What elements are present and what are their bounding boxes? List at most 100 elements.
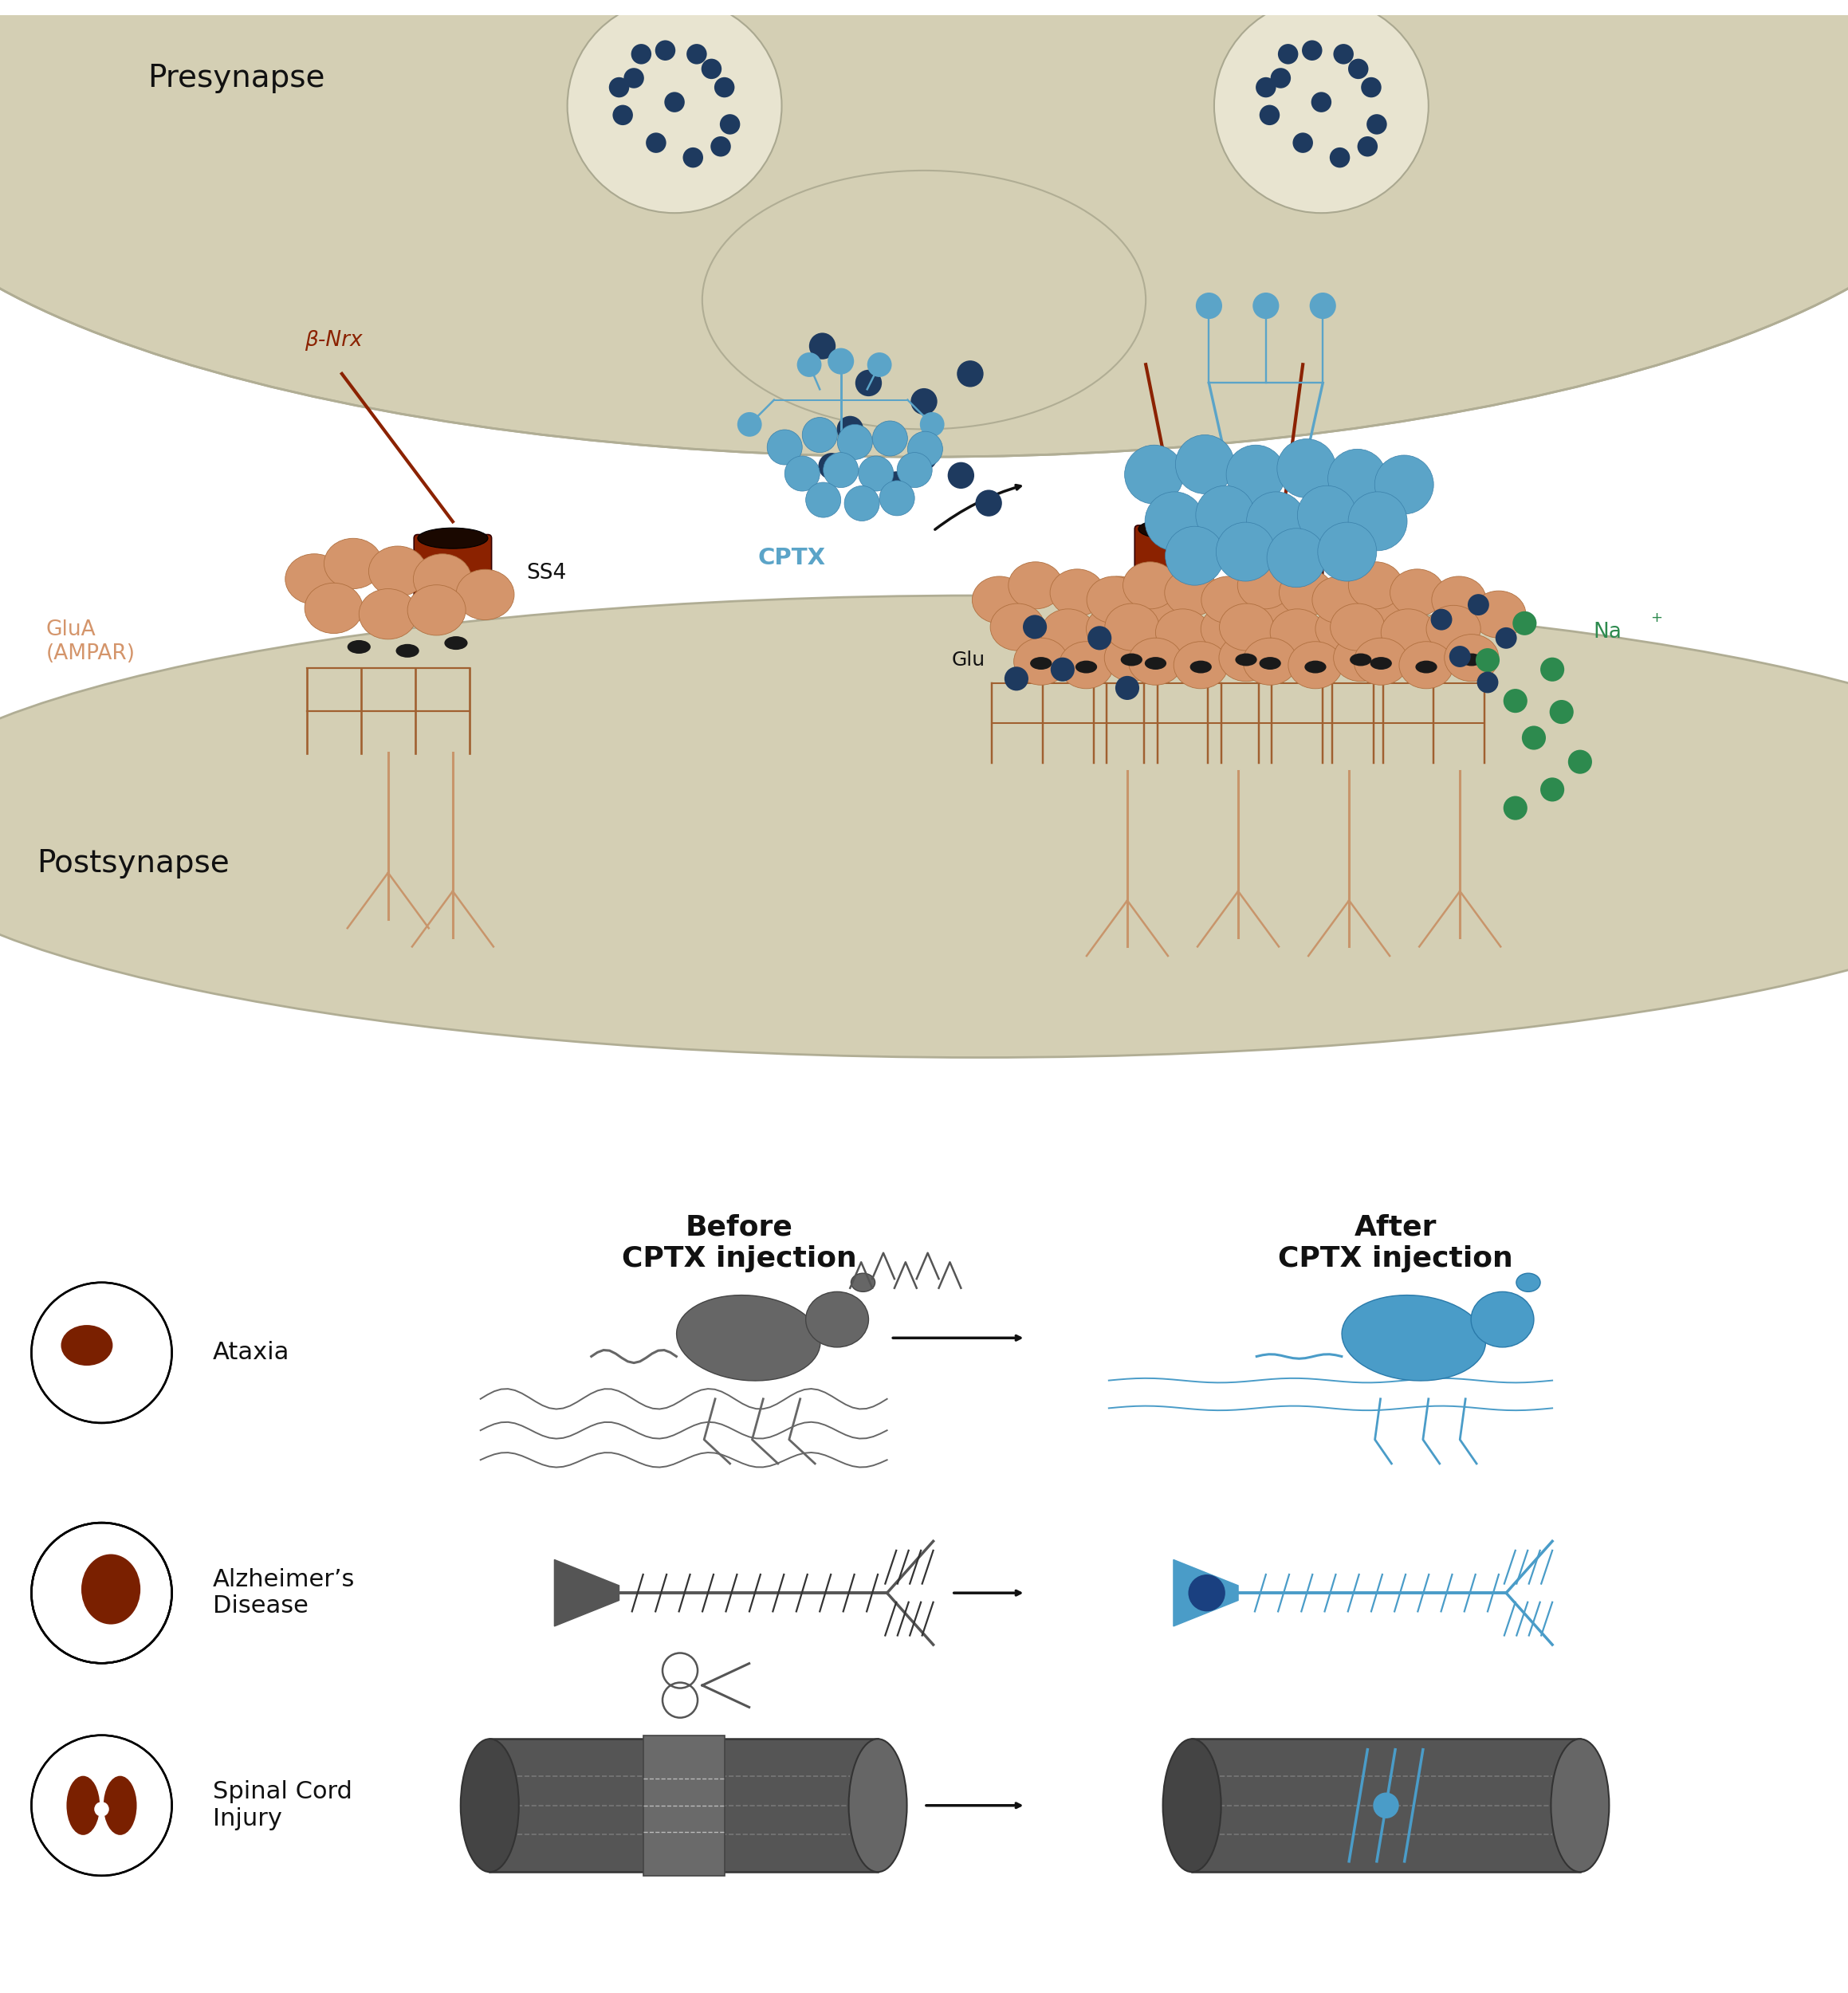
Ellipse shape xyxy=(676,1295,821,1381)
Ellipse shape xyxy=(1234,654,1257,666)
Ellipse shape xyxy=(1201,576,1255,624)
Ellipse shape xyxy=(1445,634,1499,682)
Ellipse shape xyxy=(1360,590,1416,638)
Circle shape xyxy=(845,486,880,520)
Text: β-Nrx: β-Nrx xyxy=(305,331,362,351)
Circle shape xyxy=(1549,700,1574,723)
Circle shape xyxy=(610,78,630,98)
Ellipse shape xyxy=(1550,1740,1610,1871)
Circle shape xyxy=(1277,438,1336,498)
Circle shape xyxy=(31,1736,172,1875)
Text: Spinal Cord
Injury: Spinal Cord Injury xyxy=(213,1780,351,1830)
Circle shape xyxy=(1318,522,1377,582)
Circle shape xyxy=(1271,68,1292,88)
Circle shape xyxy=(1087,626,1112,650)
Circle shape xyxy=(1477,672,1499,694)
Circle shape xyxy=(880,480,915,516)
Circle shape xyxy=(872,421,907,456)
Ellipse shape xyxy=(972,576,1026,624)
Polygon shape xyxy=(1173,1561,1238,1626)
Circle shape xyxy=(1116,676,1138,700)
FancyBboxPatch shape xyxy=(643,1736,724,1875)
Ellipse shape xyxy=(806,1291,869,1347)
Ellipse shape xyxy=(852,1274,876,1291)
Ellipse shape xyxy=(1355,638,1408,686)
Circle shape xyxy=(1196,486,1255,544)
Text: Presynapse: Presynapse xyxy=(148,64,325,94)
Circle shape xyxy=(1504,690,1526,713)
Text: Ataxia: Ataxia xyxy=(213,1341,290,1365)
Circle shape xyxy=(1331,147,1351,167)
Ellipse shape xyxy=(414,554,471,604)
Ellipse shape xyxy=(1249,518,1319,540)
Circle shape xyxy=(1541,658,1565,682)
Circle shape xyxy=(1279,44,1299,64)
Circle shape xyxy=(767,430,802,464)
Ellipse shape xyxy=(1076,660,1098,674)
Text: Glu: Glu xyxy=(952,650,985,670)
Circle shape xyxy=(647,134,667,153)
Ellipse shape xyxy=(1015,638,1068,686)
Circle shape xyxy=(710,136,732,157)
Circle shape xyxy=(1523,725,1547,749)
Circle shape xyxy=(1375,454,1434,514)
Ellipse shape xyxy=(1380,610,1436,656)
Ellipse shape xyxy=(0,596,1848,1058)
Ellipse shape xyxy=(444,636,468,650)
Circle shape xyxy=(1334,44,1355,64)
Ellipse shape xyxy=(370,546,427,596)
Ellipse shape xyxy=(1164,570,1220,616)
FancyBboxPatch shape xyxy=(1192,1740,1580,1871)
Text: Alzheimer’s
Disease: Alzheimer’s Disease xyxy=(213,1568,355,1618)
Text: Postsynapse: Postsynapse xyxy=(37,849,229,879)
Circle shape xyxy=(1247,492,1305,550)
Ellipse shape xyxy=(1312,576,1366,624)
Circle shape xyxy=(824,452,857,488)
Circle shape xyxy=(1349,492,1406,550)
FancyBboxPatch shape xyxy=(490,1740,878,1871)
Ellipse shape xyxy=(285,554,344,604)
Circle shape xyxy=(1449,646,1471,668)
Circle shape xyxy=(896,452,931,488)
Circle shape xyxy=(1356,136,1379,157)
Circle shape xyxy=(1268,528,1325,588)
Circle shape xyxy=(802,417,837,452)
Ellipse shape xyxy=(1050,570,1105,616)
Circle shape xyxy=(737,413,761,436)
Circle shape xyxy=(1216,522,1275,582)
Ellipse shape xyxy=(1258,658,1281,670)
Ellipse shape xyxy=(1155,610,1210,656)
Ellipse shape xyxy=(1331,604,1384,650)
Ellipse shape xyxy=(347,640,371,654)
Circle shape xyxy=(819,452,845,480)
Text: Na: Na xyxy=(1593,622,1621,644)
Circle shape xyxy=(1495,628,1517,650)
Ellipse shape xyxy=(1432,576,1486,624)
Circle shape xyxy=(1504,795,1526,819)
Ellipse shape xyxy=(1162,1740,1222,1871)
Circle shape xyxy=(883,472,909,498)
Ellipse shape xyxy=(103,1776,137,1836)
Ellipse shape xyxy=(1349,654,1371,666)
Ellipse shape xyxy=(1369,658,1392,670)
Ellipse shape xyxy=(1173,642,1229,690)
Ellipse shape xyxy=(408,584,466,636)
Circle shape xyxy=(1052,658,1076,682)
Circle shape xyxy=(1430,608,1453,630)
Circle shape xyxy=(1175,434,1234,494)
Ellipse shape xyxy=(1471,1291,1534,1347)
Ellipse shape xyxy=(1138,518,1209,540)
Circle shape xyxy=(867,353,893,377)
Circle shape xyxy=(837,425,872,460)
Ellipse shape xyxy=(1471,590,1526,638)
Ellipse shape xyxy=(67,1776,100,1836)
Text: SS4: SS4 xyxy=(527,562,567,584)
Ellipse shape xyxy=(1087,606,1140,652)
Ellipse shape xyxy=(1144,658,1166,670)
Ellipse shape xyxy=(418,528,488,548)
Ellipse shape xyxy=(1334,634,1388,682)
FancyBboxPatch shape xyxy=(414,534,492,602)
Circle shape xyxy=(785,456,821,490)
Circle shape xyxy=(907,430,942,466)
Circle shape xyxy=(1312,92,1332,112)
